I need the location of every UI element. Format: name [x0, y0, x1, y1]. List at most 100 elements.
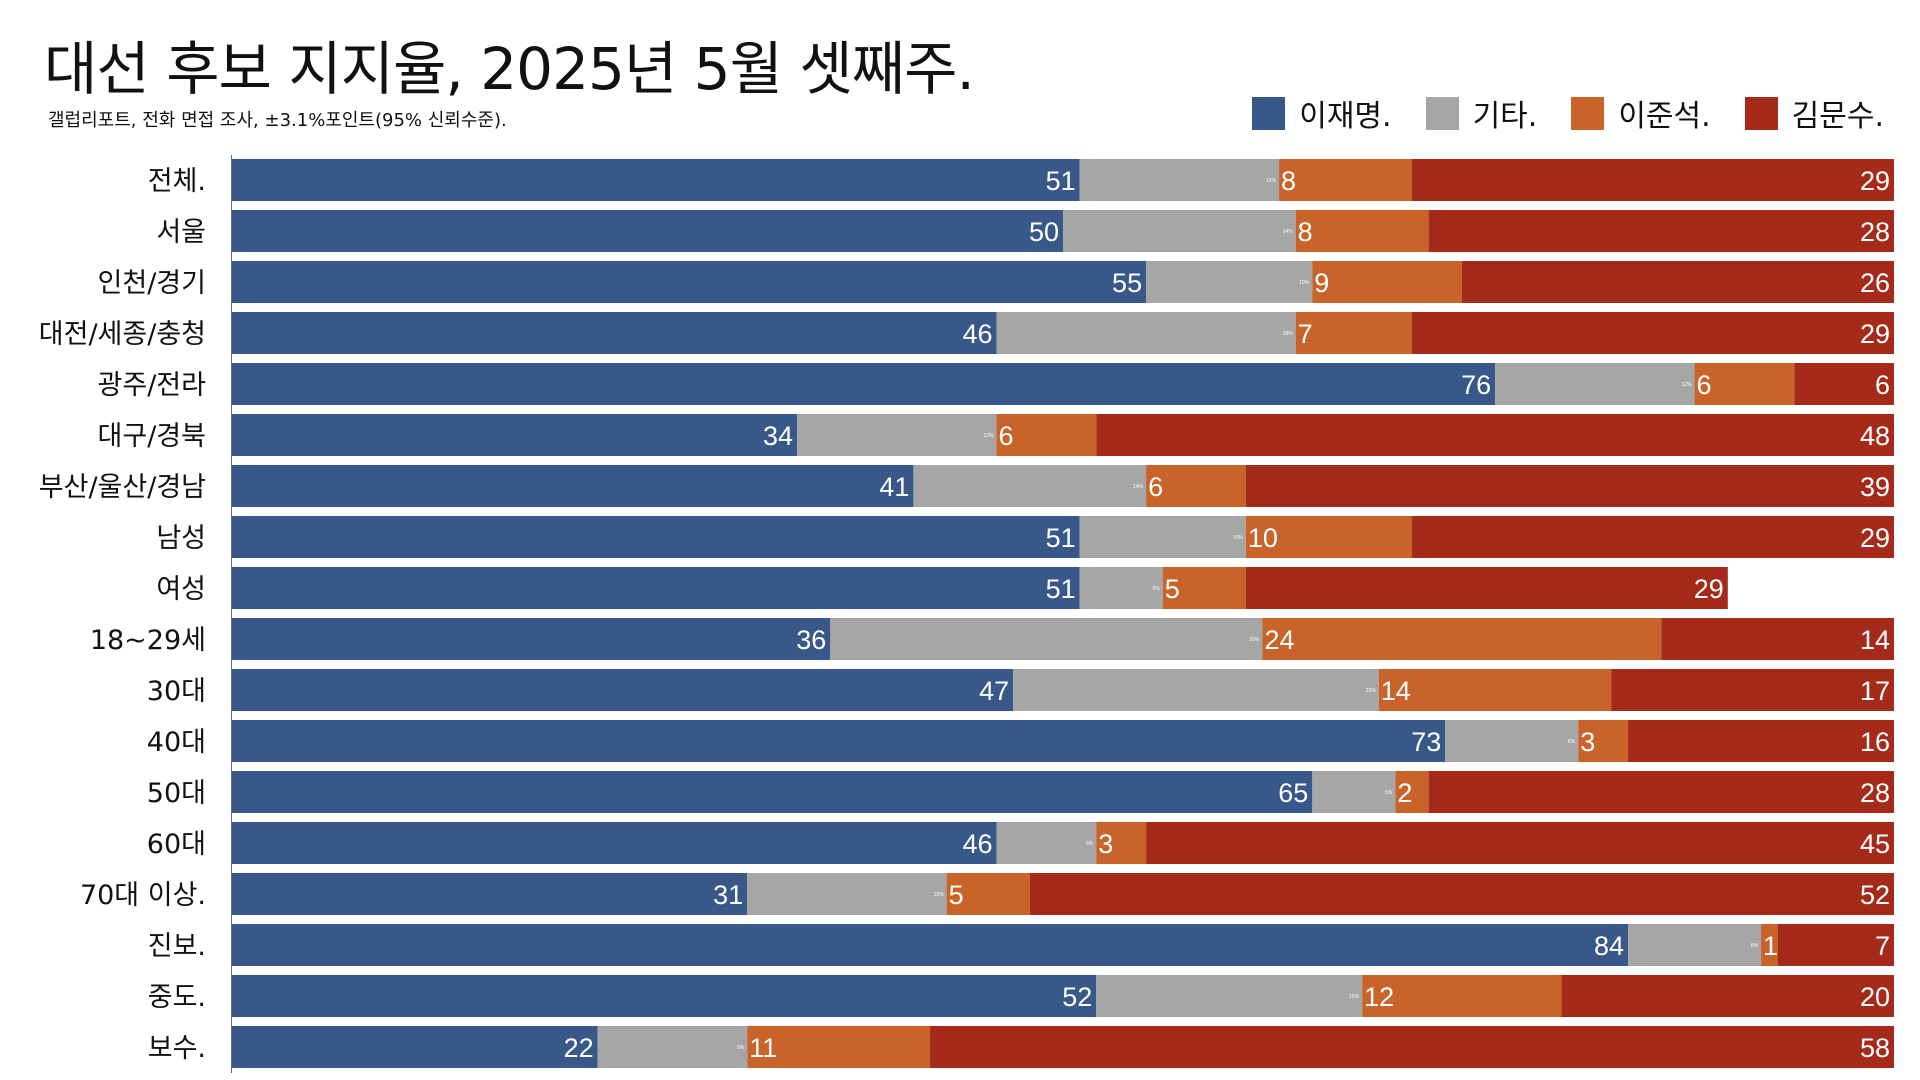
value-label-lee-junseok: 12 — [1364, 982, 1394, 1012]
value-label-lee-jaemyung: 51 — [1046, 523, 1076, 553]
bar-segment-kim-moonsoo — [1628, 720, 1894, 762]
bar-segment-other — [1312, 771, 1396, 813]
value-label-lee-jaemyung: 65 — [1278, 778, 1308, 808]
bar-segment-kim-moonsoo — [1146, 822, 1894, 864]
legend-label-lee-junseok: 이준석. — [1618, 99, 1711, 134]
bar-segment-other — [1096, 975, 1363, 1017]
bar-segment-lee-junseok — [1295, 210, 1429, 252]
value-label-lee-jaemyung: 46 — [962, 829, 992, 859]
bar-segment-lee-junseok — [1162, 567, 1246, 609]
bar-segment-lee-jaemyung — [232, 414, 798, 456]
bar-segment-lee-junseok — [1279, 159, 1413, 201]
value-label-lee-jaemyung: 84 — [1594, 931, 1624, 961]
value-label-other: 9% — [737, 1045, 745, 1051]
category-label: 전체. — [148, 166, 206, 197]
value-label-lee-junseok: 11 — [749, 1033, 777, 1063]
bar-segment-lee-junseok — [747, 1026, 931, 1068]
value-label-lee-junseok: 24 — [1264, 625, 1294, 655]
bar-row: 50대 65 5% 2 28 — [147, 771, 1894, 813]
bar-row: 30대 47 22% 14 17 — [147, 669, 1894, 711]
bar-segment-lee-jaemyung — [232, 669, 1014, 711]
value-label-lee-junseok: 1 — [1763, 931, 1778, 961]
value-label-lee-junseok: 8 — [1281, 166, 1296, 196]
bar-segment-other — [1079, 159, 1280, 201]
legend-item-other: 기타. — [1425, 91, 1538, 135]
value-label-lee-jaemyung: 76 — [1461, 370, 1491, 400]
chart-subtitle: 갤럽리포트, 전화 면접 조사, ±3.1%포인트(95% 신뢰수준). — [48, 110, 507, 131]
legend: 이재명. 기타. 이준석. 김문수. — [1218, 96, 1884, 134]
bar-segment-other — [1146, 261, 1313, 303]
category-label: 부산/울산/경남 — [39, 472, 206, 503]
bar-segment-other — [797, 414, 997, 456]
legend-label-other: 기타. — [1472, 99, 1538, 134]
bar-segment-kim-moonsoo — [1611, 669, 1894, 711]
bar-segment-lee-jaemyung — [232, 618, 831, 660]
value-label-lee-junseok: 5 — [1165, 574, 1180, 604]
bar-segment-lee-junseok — [1378, 669, 1612, 711]
value-label-lee-jaemyung: 41 — [879, 472, 909, 502]
bar-segment-other — [1079, 516, 1246, 558]
bar-segment-other — [1445, 720, 1579, 762]
bar-segment-other — [1063, 210, 1296, 252]
bar-segment-kim-moonsoo — [1428, 210, 1894, 252]
value-label-kim-moonsoo: 6 — [1875, 370, 1890, 400]
bar-row: 18~29세 36 26% 24 14 — [90, 618, 1894, 660]
category-label: 남성 — [156, 523, 206, 554]
value-label-lee-jaemyung: 51 — [1046, 574, 1076, 604]
category-label: 70대 이상. — [80, 880, 206, 911]
value-label-other: 5% — [1152, 586, 1160, 592]
bar-segment-other — [1495, 363, 1695, 405]
bar-segment-kim-moonsoo — [1661, 618, 1894, 660]
bar-segment-kim-moonsoo — [1461, 261, 1894, 303]
value-label-kim-moonsoo: 17 — [1860, 676, 1890, 706]
bar-segment-kim-moonsoo — [1777, 924, 1894, 966]
bar-segment-other — [1079, 567, 1163, 609]
bar-segment-lee-junseok — [1262, 618, 1662, 660]
value-label-kim-moonsoo: 28 — [1860, 778, 1890, 808]
bar-segment-other — [913, 465, 1147, 507]
value-label-other: 12% — [934, 892, 945, 898]
bar-segment-other — [1628, 924, 1762, 966]
bar-segment-lee-junseok — [1694, 363, 1795, 405]
bar-segment-kim-moonsoo — [1561, 975, 1894, 1017]
value-label-other: 16% — [1349, 994, 1360, 1000]
bar-segment-lee-jaemyung — [232, 159, 1080, 201]
bar-segment-lee-junseok — [996, 414, 1097, 456]
value-label-kim-moonsoo: 16 — [1860, 727, 1890, 757]
value-label-other: 8% — [1568, 739, 1576, 745]
bar-segment-other — [996, 822, 1097, 864]
category-label: 인천/경기 — [98, 268, 206, 299]
value-label-lee-junseok: 14 — [1381, 676, 1411, 706]
value-label-lee-jaemyung: 31 — [713, 880, 743, 910]
bar-row: 대구/경북 34 12% 6 48 — [98, 414, 1894, 456]
value-label-lee-junseok: 9 — [1314, 268, 1329, 298]
category-label: 여성 — [156, 574, 206, 605]
bar-segment-lee-jaemyung — [232, 516, 1080, 558]
value-label-lee-junseok: 6 — [999, 421, 1014, 451]
category-label: 진보. — [148, 931, 206, 962]
category-label: 18~29세 — [90, 625, 206, 656]
value-label-lee-jaemyung: 51 — [1046, 166, 1076, 196]
bar-segment-lee-jaemyung — [232, 312, 997, 354]
category-label: 대구/경북 — [98, 421, 206, 452]
value-label-lee-jaemyung: 34 — [763, 421, 793, 451]
value-label-other: 14% — [1133, 484, 1144, 490]
value-label-lee-junseok: 6 — [1697, 370, 1712, 400]
value-label-kim-moonsoo: 29 — [1694, 574, 1724, 604]
value-label-kim-moonsoo: 20 — [1860, 982, 1890, 1012]
bar-row: 40대 73 8% 3 16 — [147, 720, 1894, 762]
category-label: 중도. — [148, 982, 206, 1013]
value-label-kim-moonsoo: 45 — [1860, 829, 1890, 859]
legend-label-lee-jaemyung: 이재명. — [1299, 99, 1392, 134]
category-label: 대전/세종/충청 — [39, 319, 206, 350]
category-label: 40대 — [147, 727, 206, 758]
bar-segment-lee-jaemyung — [232, 771, 1313, 813]
bar-row: 중도. 52 16% 12 20 — [148, 975, 1894, 1017]
bar-segment-lee-junseok — [1578, 720, 1629, 762]
value-label-lee-junseok: 5 — [949, 880, 964, 910]
value-label-lee-junseok: 8 — [1298, 217, 1313, 247]
bar-segment-lee-jaemyung — [232, 567, 1080, 609]
bar-segment-kim-moonsoo — [1428, 771, 1894, 813]
bar-segment-other — [830, 618, 1263, 660]
bar-row: 여성 51 5% 5 29 — [156, 567, 1728, 609]
